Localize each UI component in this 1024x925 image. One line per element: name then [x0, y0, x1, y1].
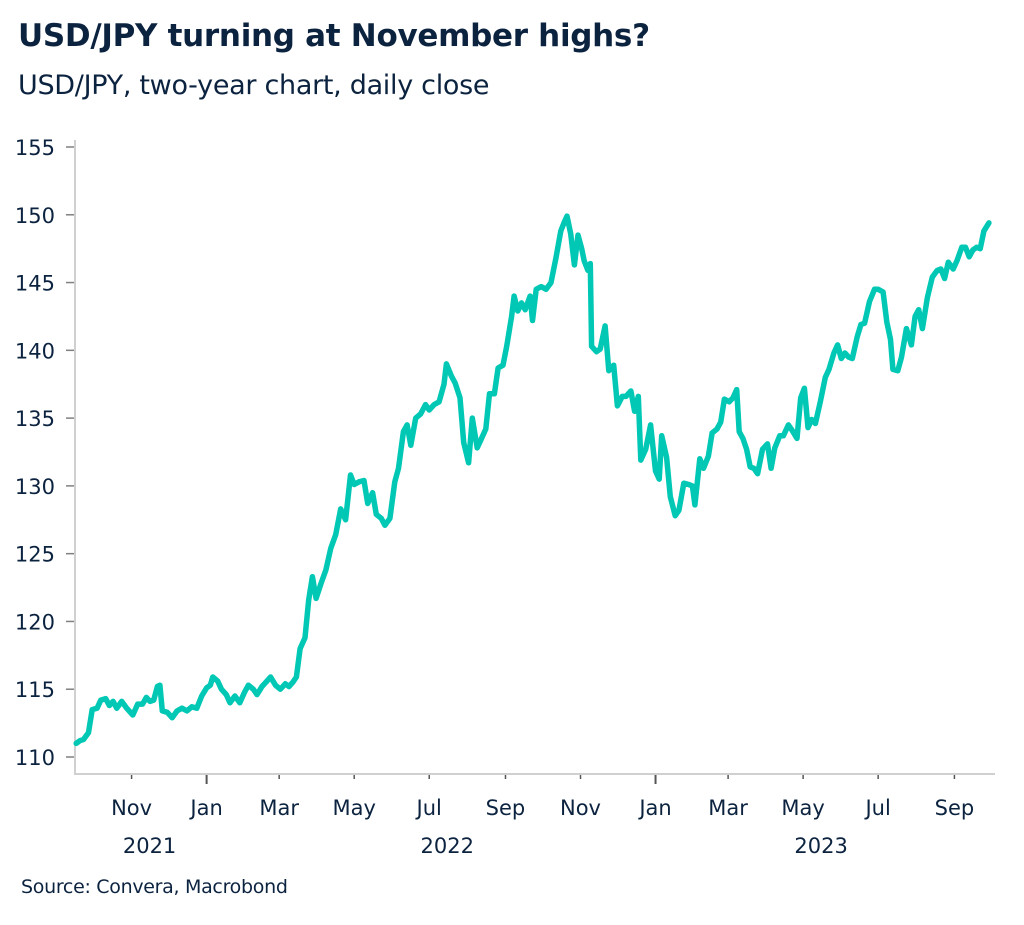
x-tick-label: Jan — [188, 796, 222, 820]
x-axis-ticks: Nov 2021 Jan Mar May Jul 2022 Sep Nov Jan Mar May 20… — [111, 775, 974, 858]
x-tick-label: Jan — [637, 796, 671, 820]
x-tick-label: Nov — [560, 796, 601, 820]
x-tick-label: May — [332, 796, 375, 820]
x-tick-label: May — [781, 796, 824, 820]
x-tick-label: Sep — [486, 796, 526, 820]
x-year-label: 2023 — [794, 834, 847, 858]
x-year-label: 2022 — [420, 834, 473, 858]
y-tick-label: 140 — [15, 339, 55, 363]
y-tick-label: 135 — [15, 407, 55, 431]
y-tick-label: 120 — [15, 610, 55, 634]
usdjpy-series-line — [73, 213, 992, 747]
x-tick-label: Nov — [111, 796, 152, 820]
chart-subtitle: USD/JPY, two-year chart, daily close — [18, 70, 490, 101]
y-tick-label: 115 — [15, 678, 55, 702]
chart-title: USD/JPY turning at November highs? — [18, 18, 650, 54]
y-axis-ticks: 110 115 120 125 130 135 140 145 150 155 — [15, 136, 74, 770]
x-tick-label: Jul — [863, 796, 890, 820]
y-tick-label: 125 — [15, 543, 55, 567]
x-tick-label: Mar — [708, 796, 748, 820]
y-tick-label: 110 — [15, 746, 55, 770]
x-year-label: 2021 — [123, 834, 176, 858]
x-tick-label: Jul — [415, 796, 442, 820]
y-tick-label: 150 — [15, 204, 55, 228]
y-tick-label: 145 — [15, 272, 55, 296]
y-tick-label: 130 — [15, 475, 55, 499]
y-tick-label: 155 — [15, 136, 55, 160]
x-tick-label: Sep — [935, 796, 975, 820]
x-tick-label: Mar — [259, 796, 299, 820]
source-note: Source: Convera, Macrobond — [21, 876, 288, 898]
